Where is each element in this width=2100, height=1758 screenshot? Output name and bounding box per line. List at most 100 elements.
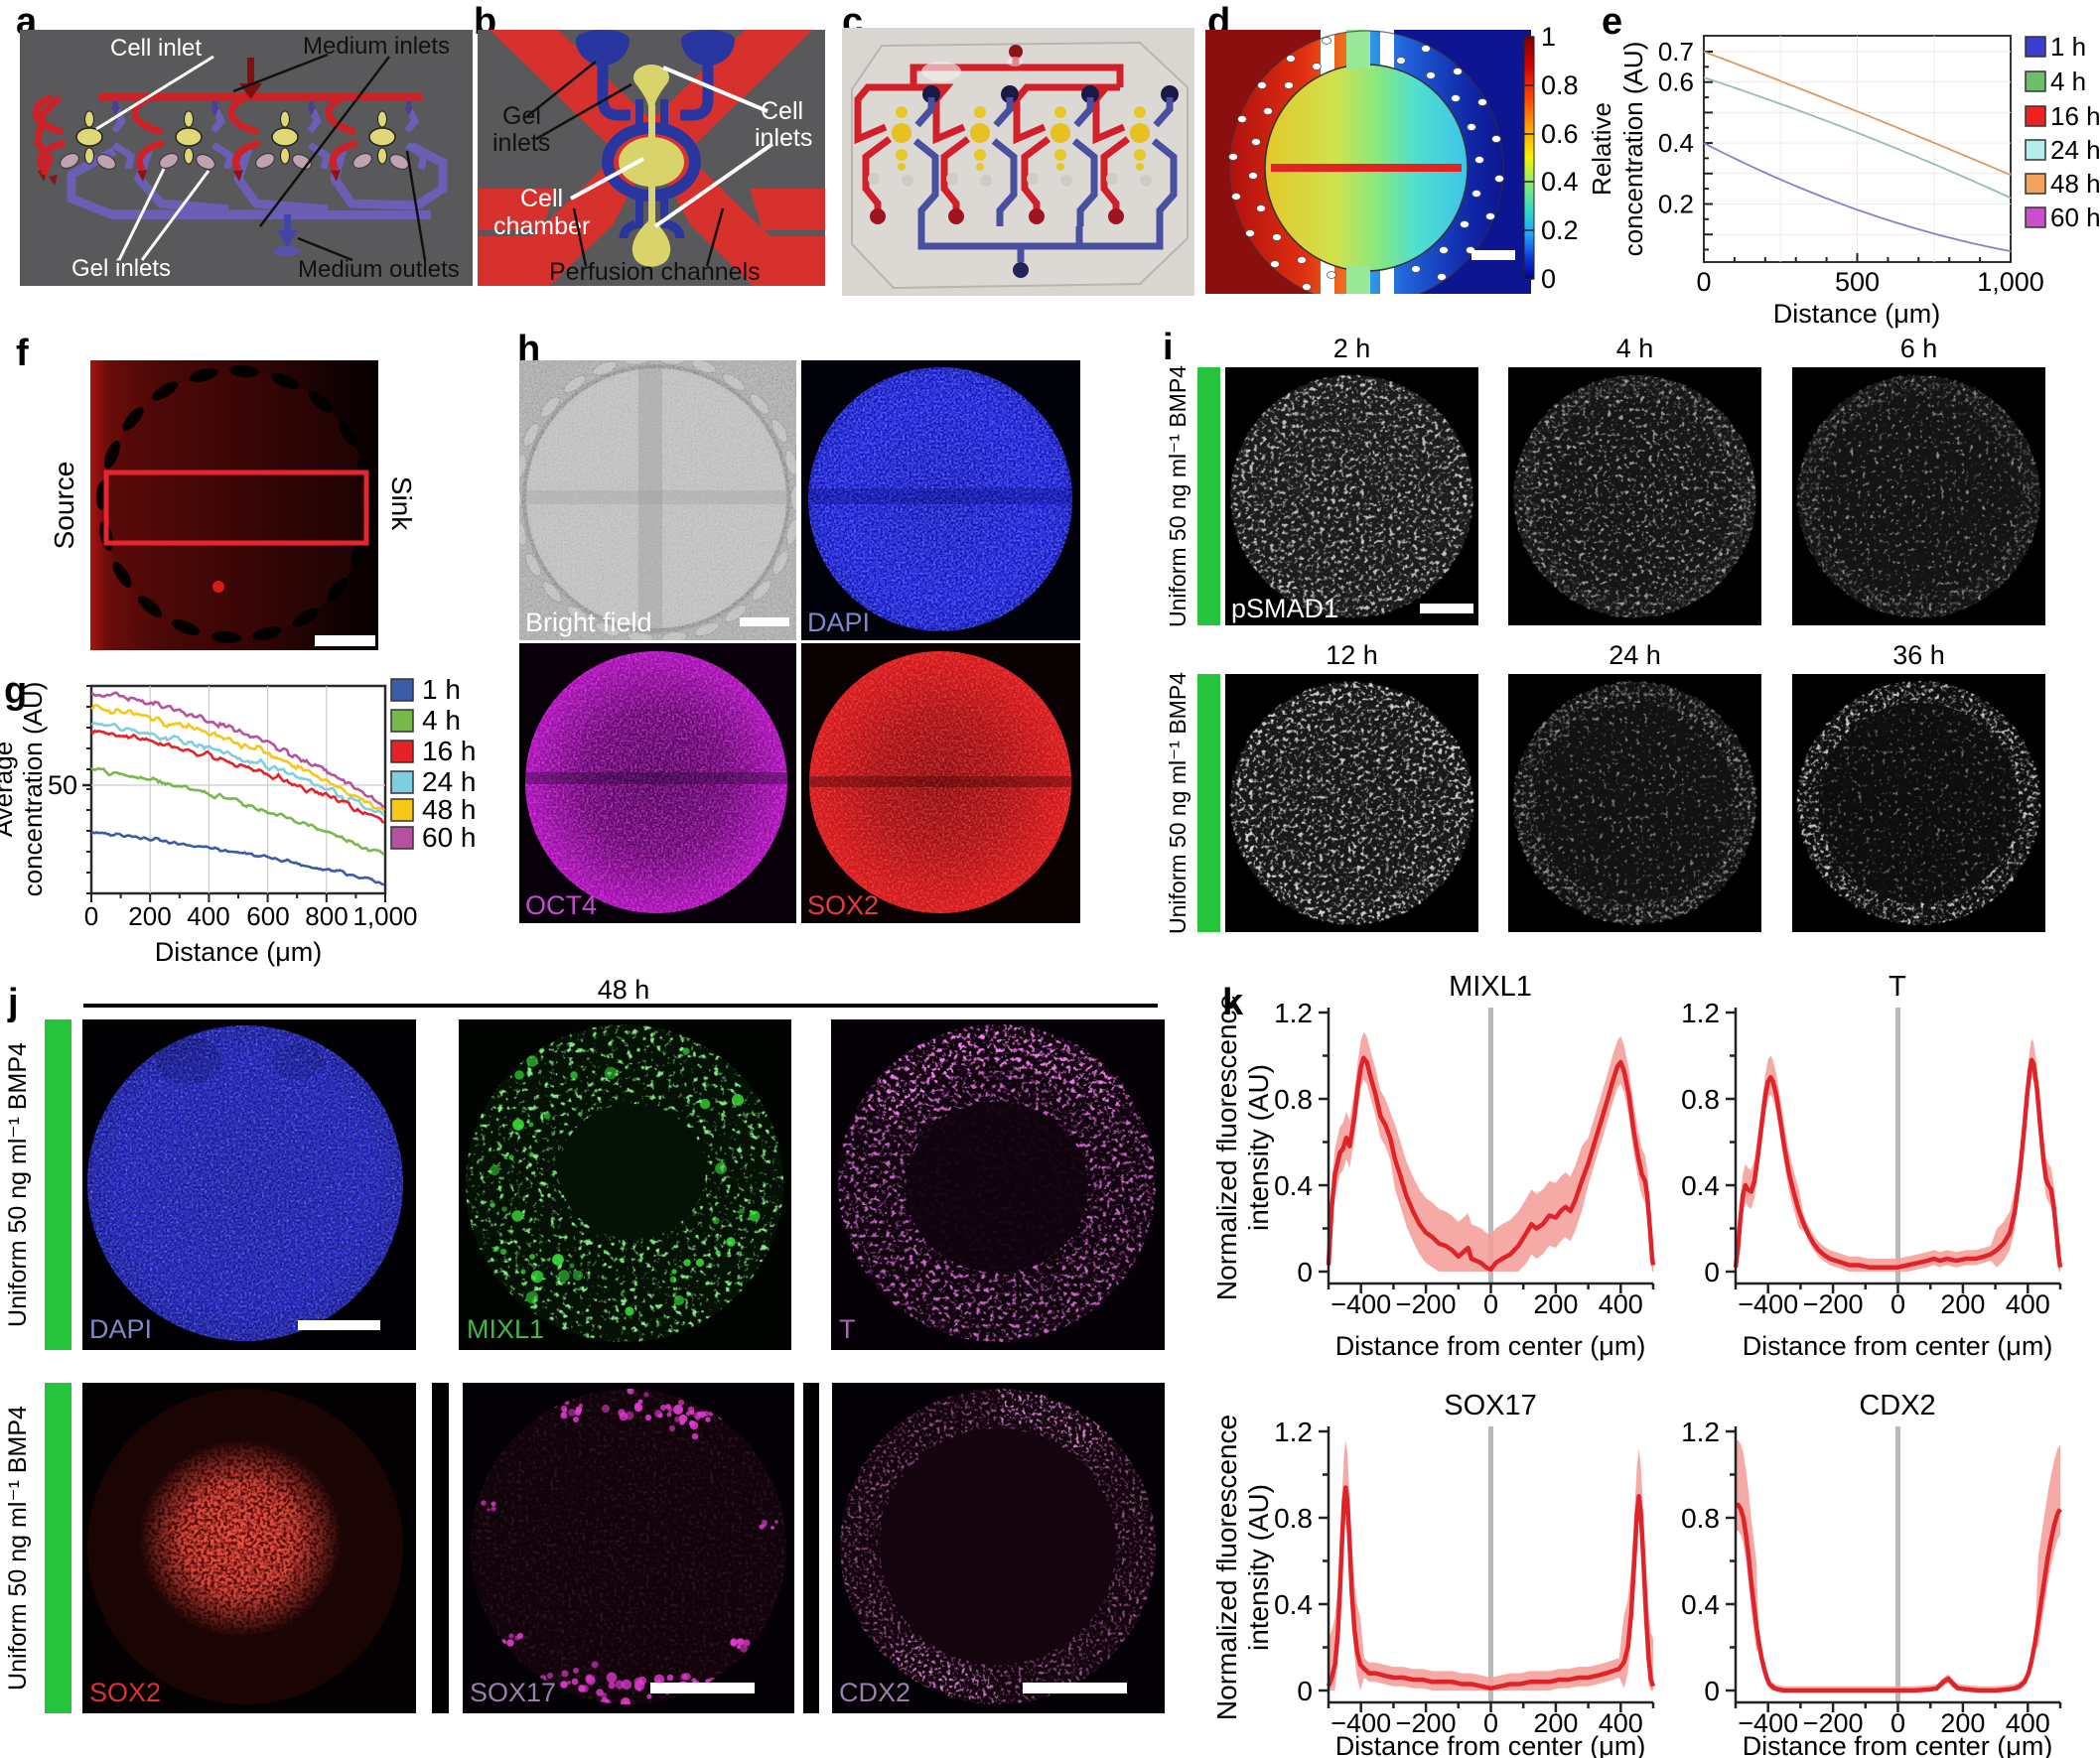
svg-text:0.6: 0.6	[1541, 119, 1579, 149]
svg-text:Sink: Sink	[386, 476, 417, 531]
svg-text:24 h: 24 h	[1609, 640, 1661, 670]
svg-text:200: 200	[1533, 1289, 1578, 1319]
svg-text:Distance (μm): Distance (μm)	[155, 937, 323, 967]
svg-text:1.2: 1.2	[1681, 998, 1720, 1028]
svg-text:pSMAD1: pSMAD1	[1231, 594, 1338, 623]
svg-text:0.4: 0.4	[1541, 167, 1579, 197]
svg-text:Relative: Relative	[1587, 102, 1616, 196]
svg-text:j: j	[7, 982, 19, 1023]
svg-text:Medium outlets: Medium outlets	[298, 256, 460, 283]
svg-text:inlets: inlets	[755, 124, 812, 152]
svg-text:1 h: 1 h	[2050, 32, 2086, 62]
svg-text:inlets: inlets	[492, 129, 550, 157]
svg-text:−400: −400	[1330, 1708, 1391, 1738]
svg-text:MIXL1: MIXL1	[467, 1314, 544, 1344]
svg-text:Uniform 50 ng ml⁻¹ BMP4: Uniform 50 ng ml⁻¹ BMP4	[4, 1406, 32, 1690]
svg-text:f: f	[16, 333, 29, 374]
svg-text:Normalized fluorescence: Normalized fluorescence	[1211, 995, 1242, 1300]
svg-text:−200: −200	[1396, 1289, 1457, 1319]
svg-text:48 h: 48 h	[598, 975, 650, 1005]
svg-text:Gel: Gel	[502, 102, 541, 130]
svg-text:1,000: 1,000	[352, 901, 417, 931]
svg-text:intensity (AU): intensity (AU)	[1243, 1484, 1274, 1651]
svg-text:0.2: 0.2	[1658, 190, 1694, 219]
svg-text:CDX2: CDX2	[1859, 1390, 1935, 1421]
svg-text:DAPI: DAPI	[807, 608, 870, 637]
svg-text:1 h: 1 h	[422, 674, 461, 705]
svg-text:T: T	[1889, 971, 1906, 1003]
svg-text:Cell: Cell	[761, 97, 803, 125]
svg-text:e: e	[1602, 1, 1622, 43]
svg-text:200: 200	[1940, 1708, 1985, 1738]
svg-text:−200: −200	[1396, 1708, 1457, 1738]
svg-text:4 h: 4 h	[1616, 334, 1654, 363]
svg-text:400: 400	[1599, 1289, 1643, 1319]
svg-text:SOX17: SOX17	[470, 1678, 556, 1707]
svg-text:Distance (μm): Distance (μm)	[1773, 299, 1941, 329]
svg-text:60 h: 60 h	[2050, 203, 2100, 232]
svg-text:1: 1	[1541, 22, 1556, 52]
svg-text:OCT4: OCT4	[525, 890, 597, 920]
svg-text:SOX2: SOX2	[89, 1678, 161, 1707]
svg-text:0: 0	[1890, 1708, 1905, 1738]
svg-text:24 h: 24 h	[2050, 135, 2100, 165]
svg-text:SOX17: SOX17	[1444, 1390, 1537, 1421]
svg-text:0: 0	[1890, 1289, 1905, 1319]
svg-text:2 h: 2 h	[1333, 334, 1371, 363]
svg-text:800: 800	[305, 901, 348, 931]
svg-text:200: 200	[1533, 1708, 1578, 1738]
svg-text:Uniform 50 ng ml⁻¹ BMP4: Uniform 50 ng ml⁻¹ BMP4	[1165, 672, 1190, 934]
svg-text:−400: −400	[1738, 1708, 1798, 1738]
svg-text:Uniform 50 ng ml⁻¹ BMP4: Uniform 50 ng ml⁻¹ BMP4	[4, 1042, 32, 1327]
svg-text:0: 0	[1541, 264, 1556, 294]
svg-text:Distance from center (μm): Distance from center (μm)	[1335, 1331, 1646, 1361]
svg-text:0: 0	[84, 901, 98, 931]
svg-text:1.2: 1.2	[1274, 998, 1313, 1028]
svg-text:concentration (AU): concentration (AU)	[18, 682, 48, 897]
svg-text:SOX2: SOX2	[807, 890, 879, 920]
svg-text:0: 0	[1483, 1289, 1498, 1319]
svg-text:48 h: 48 h	[422, 794, 477, 825]
svg-text:Gel inlets: Gel inlets	[71, 255, 171, 282]
svg-text:i: i	[1163, 327, 1174, 368]
svg-text:200: 200	[1940, 1289, 1985, 1319]
svg-text:g: g	[4, 670, 27, 712]
svg-text:0.8: 0.8	[1681, 1084, 1720, 1115]
svg-text:600: 600	[246, 901, 289, 931]
svg-text:Perfusion channels: Perfusion channels	[549, 258, 761, 286]
svg-text:0.4: 0.4	[1658, 128, 1694, 158]
svg-text:0: 0	[1483, 1708, 1498, 1738]
svg-text:concentration (AU): concentration (AU)	[1618, 42, 1648, 257]
svg-text:Distance from center (μm): Distance from center (μm)	[1743, 1731, 2053, 1758]
svg-text:0.6: 0.6	[1658, 68, 1694, 97]
svg-text:500: 500	[1835, 267, 1880, 297]
svg-text:1,000: 1,000	[1977, 267, 2044, 297]
svg-text:chamber: chamber	[493, 212, 590, 240]
svg-text:16 h: 16 h	[422, 736, 477, 766]
svg-text:6 h: 6 h	[1900, 334, 1938, 363]
svg-text:1.2: 1.2	[1681, 1417, 1720, 1447]
svg-text:−200: −200	[1803, 1708, 1864, 1738]
svg-text:12 h: 12 h	[1326, 640, 1378, 670]
svg-text:−200: −200	[1803, 1289, 1864, 1319]
svg-text:200: 200	[128, 901, 171, 931]
svg-text:4 h: 4 h	[422, 705, 461, 736]
svg-text:400: 400	[187, 901, 229, 931]
svg-text:Source: Source	[49, 462, 79, 550]
svg-text:400: 400	[2006, 1289, 2050, 1319]
svg-text:Cell inlet: Cell inlet	[110, 35, 202, 62]
svg-text:Distance from center (μm): Distance from center (μm)	[1335, 1731, 1646, 1758]
svg-text:MIXL1: MIXL1	[1449, 971, 1532, 1003]
svg-text:400: 400	[1599, 1708, 1643, 1738]
svg-text:0: 0	[1704, 1676, 1720, 1706]
svg-text:Bright field: Bright field	[525, 608, 652, 637]
svg-text:intensity (AU): intensity (AU)	[1243, 1064, 1274, 1231]
svg-text:Distance from center (μm): Distance from center (μm)	[1743, 1331, 2053, 1361]
svg-text:0.8: 0.8	[1274, 1503, 1313, 1534]
svg-text:−400: −400	[1738, 1289, 1798, 1319]
svg-text:0.7: 0.7	[1658, 37, 1694, 67]
svg-text:50: 50	[48, 770, 77, 800]
svg-text:0.8: 0.8	[1541, 70, 1579, 100]
svg-text:0.4: 0.4	[1681, 1589, 1720, 1620]
svg-text:CDX2: CDX2	[839, 1678, 910, 1707]
